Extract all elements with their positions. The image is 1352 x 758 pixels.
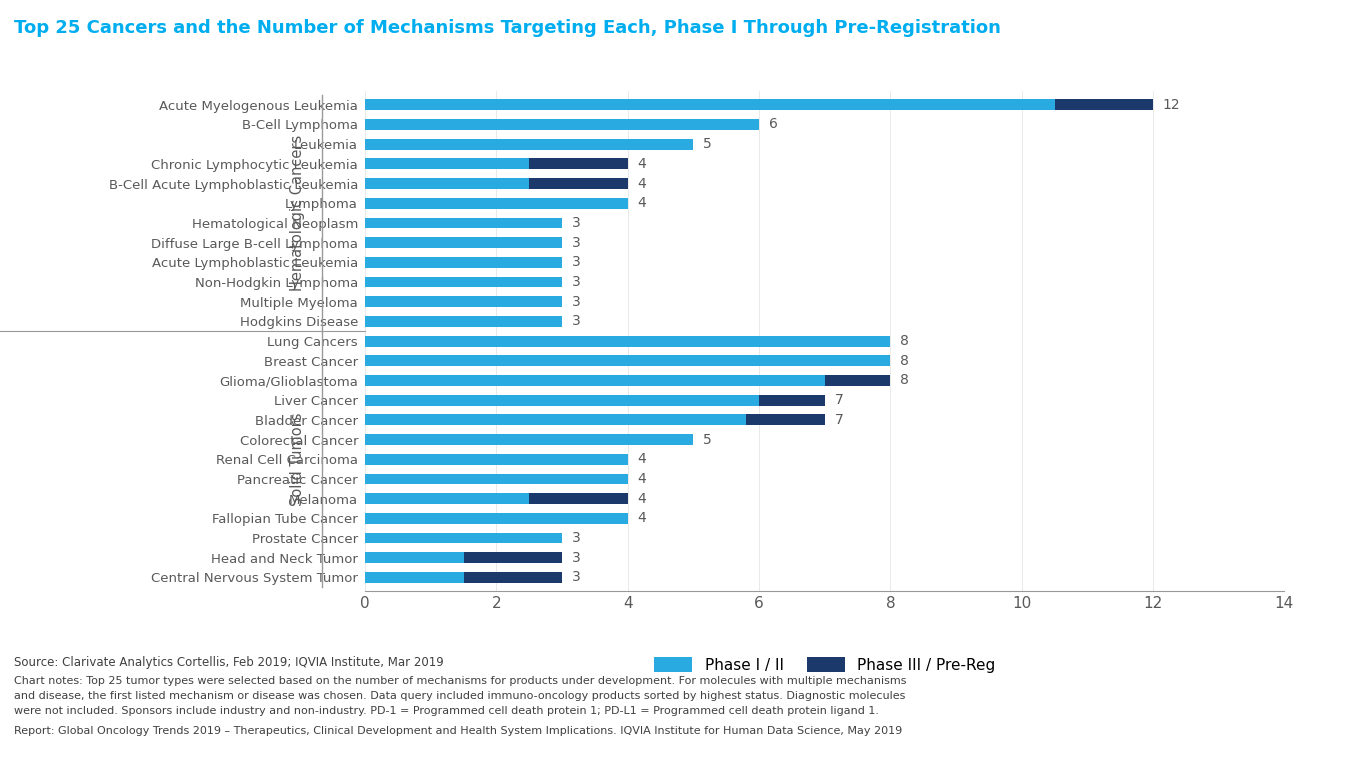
Text: 3: 3	[572, 571, 580, 584]
Text: 4: 4	[638, 472, 646, 486]
Bar	[825, 375, 891, 386]
Text: 4: 4	[638, 196, 646, 210]
Bar	[365, 178, 529, 189]
Text: 3: 3	[572, 216, 580, 230]
Bar	[365, 553, 464, 563]
Bar	[365, 218, 562, 228]
Bar	[746, 415, 825, 425]
Text: 4: 4	[638, 177, 646, 190]
Text: 7: 7	[834, 413, 844, 427]
Bar	[365, 474, 627, 484]
Bar	[365, 454, 627, 465]
Text: 4: 4	[638, 157, 646, 171]
Text: 8: 8	[900, 334, 909, 348]
Bar	[365, 375, 825, 386]
Text: Hematologic Cancers: Hematologic Cancers	[289, 135, 306, 291]
Text: 6: 6	[769, 117, 777, 131]
Text: Chart notes: Top 25 tumor types were selected based on the number of mechanisms : Chart notes: Top 25 tumor types were sel…	[14, 676, 906, 686]
Bar	[1055, 99, 1153, 110]
Bar	[365, 158, 529, 169]
Bar	[365, 356, 891, 366]
Text: 12: 12	[1163, 98, 1180, 111]
Text: were not included. Sponsors include industry and non-industry. PD-1 = Programmed: were not included. Sponsors include indu…	[14, 706, 879, 716]
Text: 4: 4	[638, 453, 646, 466]
Bar	[365, 198, 627, 208]
Text: 3: 3	[572, 275, 580, 289]
Bar	[365, 119, 758, 130]
Bar	[529, 493, 627, 504]
Bar	[365, 572, 464, 583]
Text: 7: 7	[834, 393, 844, 407]
Text: 3: 3	[572, 315, 580, 328]
Text: 3: 3	[572, 551, 580, 565]
Bar	[365, 395, 758, 406]
Text: 3: 3	[572, 236, 580, 249]
Bar	[365, 277, 562, 287]
Bar	[365, 257, 562, 268]
Legend: Phase I / II, Phase III / Pre-Reg: Phase I / II, Phase III / Pre-Reg	[646, 649, 1003, 680]
Bar	[365, 336, 891, 346]
Text: Top 25 Cancers and the Number of Mechanisms Targeting Each, Phase I Through Pre-: Top 25 Cancers and the Number of Mechani…	[14, 19, 1000, 37]
Bar	[365, 415, 746, 425]
Text: Report: Global Oncology Trends 2019 – Therapeutics, Clinical Development and Hea: Report: Global Oncology Trends 2019 – Th…	[14, 726, 902, 736]
Bar	[365, 513, 627, 524]
Text: Solid Tumors: Solid Tumors	[289, 412, 306, 506]
Bar	[529, 178, 627, 189]
Text: 5: 5	[703, 137, 713, 151]
Bar	[365, 316, 562, 327]
Text: 4: 4	[638, 492, 646, 506]
Text: 8: 8	[900, 374, 909, 387]
Bar	[365, 296, 562, 307]
Bar	[365, 237, 562, 248]
Text: and disease, the first listed mechanism or disease was chosen. Data query includ: and disease, the first listed mechanism …	[14, 691, 904, 701]
Bar	[365, 139, 694, 149]
Bar	[365, 99, 1055, 110]
Bar	[464, 572, 562, 583]
Bar	[365, 434, 694, 445]
Bar	[365, 493, 529, 504]
Text: Source: Clarivate Analytics Cortellis, Feb 2019; IQVIA Institute, Mar 2019: Source: Clarivate Analytics Cortellis, F…	[14, 656, 443, 669]
Text: 4: 4	[638, 512, 646, 525]
Text: 5: 5	[703, 433, 713, 446]
Text: 3: 3	[572, 295, 580, 309]
Text: 8: 8	[900, 354, 909, 368]
Text: 3: 3	[572, 531, 580, 545]
Bar	[365, 533, 562, 543]
Bar	[758, 395, 825, 406]
Text: 3: 3	[572, 255, 580, 269]
Bar	[464, 553, 562, 563]
Bar	[529, 158, 627, 169]
